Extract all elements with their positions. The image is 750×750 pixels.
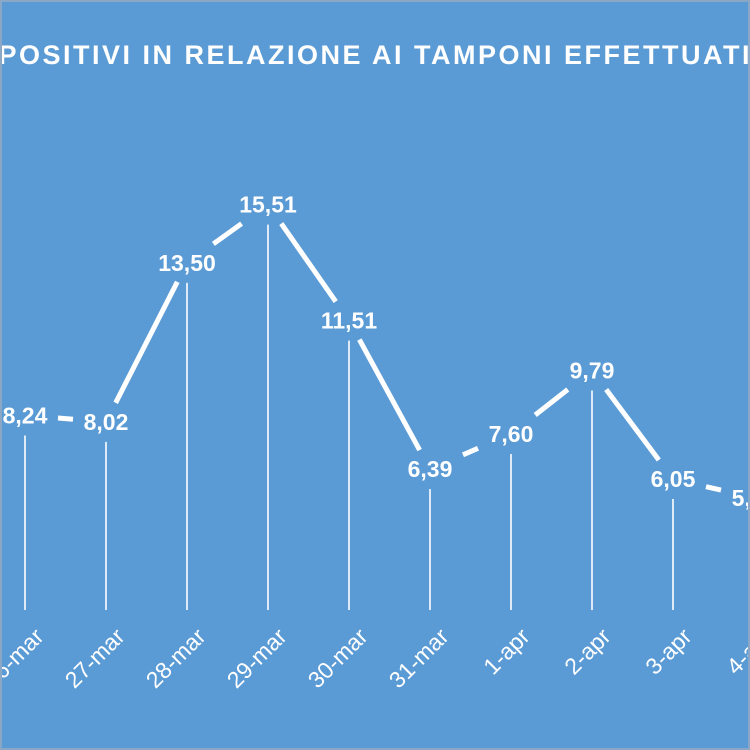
x-tick-26-mar: 26-mar	[2, 623, 49, 693]
series-segment-29-mar-30-mar	[279, 222, 338, 304]
data-label-4-apr: 5,40	[732, 485, 750, 511]
data-label-31-mar: 6,39	[408, 456, 453, 482]
x-tick-4-apr: 4-apr	[721, 623, 750, 680]
x-tick-31-mar: 31-mar	[384, 623, 454, 693]
data-label-3-apr: 6,05	[651, 466, 696, 492]
series-segment-2-apr-3-apr	[604, 387, 661, 462]
x-tick-3-apr: 3-apr	[640, 623, 697, 680]
x-tick-2-apr: 2-apr	[559, 623, 616, 680]
series-segment-30-mar-31-mar	[357, 338, 422, 452]
series-segment-26-mar-27-mar	[57, 415, 74, 422]
data-label-26-mar: 8,24	[3, 402, 48, 428]
series-segment-28-mar-29-mar	[211, 221, 244, 246]
data-label-1-apr: 7,60	[489, 421, 534, 447]
data-label-28-mar: 13,50	[158, 250, 216, 276]
data-label-30-mar: 11,51	[321, 308, 377, 334]
data-label-27-mar: 8,02	[84, 409, 129, 435]
series-segment-27-mar-28-mar	[113, 280, 180, 404]
chart-title: % POSITIVI IN RELAZIONE AI TAMPONI EFFET…	[0, 40, 750, 70]
x-tick-29-mar: 29-mar	[222, 623, 292, 693]
x-tick-30-mar: 30-mar	[303, 623, 373, 693]
data-label-2-apr: 9,79	[570, 357, 615, 383]
x-tick-1-apr: 1-apr	[478, 623, 535, 680]
data-label-29-mar: 15,51	[239, 192, 297, 218]
series-segment-31-mar-1-apr	[462, 446, 479, 458]
x-tick-27-mar: 27-mar	[60, 623, 130, 693]
x-tick-28-mar: 28-mar	[141, 623, 211, 693]
series-segment-3-apr-4-apr	[705, 484, 722, 493]
series-segment-1-apr-2-apr	[533, 387, 570, 417]
